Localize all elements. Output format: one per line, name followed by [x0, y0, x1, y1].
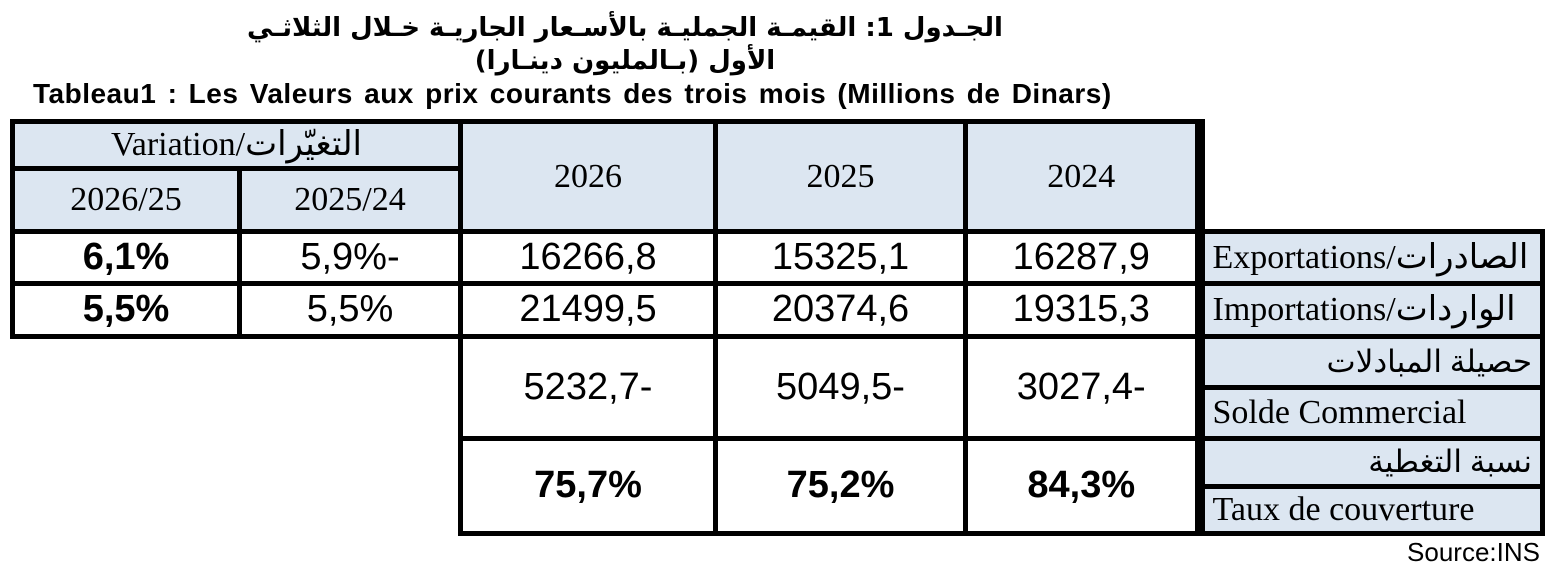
empty-region-bottom-left	[12, 336, 461, 534]
row-label-exportations: Exportations/الصادرات	[1194, 229, 1545, 286]
year-header-2026: 2026	[458, 119, 718, 234]
importations-value-2024: 19315,3	[963, 281, 1205, 339]
row-label-solde-arabic: حصيلة المبادلات	[1194, 334, 1545, 390]
trade-values-table: Variation/التغيّرات 2026 2025 2024 2026/…	[10, 119, 1545, 536]
exportations-variation-2025-24: 5,9%-	[237, 229, 463, 286]
solde-value-2024: 3027,4-	[963, 334, 1205, 441]
row-solde-commercial-fr: Solde Commercial	[13, 385, 1545, 441]
row-label-taux-french: Taux de couverture	[1194, 484, 1545, 536]
year-header-2024: 2024	[963, 119, 1205, 234]
taux-value-2025: 75,2%	[713, 436, 968, 536]
row-label-solde-french: Solde Commercial	[1194, 385, 1545, 441]
exportations-value-2026: 16266,8	[458, 229, 718, 286]
importations-value-2026: 21499,5	[458, 281, 718, 339]
header-row-variation: Variation/التغيّرات 2026 2025 2024	[10, 119, 1543, 234]
header-row-variation-periods: 2026/25 2025/24	[10, 166, 1543, 234]
row-taux-couverture-ar: 75,7% 75,2% 84,3% نسبة التغطية	[13, 436, 1545, 536]
solde-value-2025: 5049,5-	[713, 334, 968, 441]
empty-region-top-right	[1199, 121, 1543, 232]
arabic-title: الجـدول 1: القيمـة الجمليـة بالأسـعار ال…	[247, 13, 1003, 76]
row-importations: 5,5% 5,5% 21499,5 20374,6 19315,3 Import…	[10, 281, 1545, 339]
row-taux-couverture-fr: Taux de couverture	[13, 484, 1545, 536]
source-note: Source:INS	[1407, 537, 1540, 567]
exportations-variation-2026-25: 6,1%	[10, 229, 242, 286]
variation-col-header-2025-24: 2025/24	[237, 166, 463, 234]
row-exportations: 6,1% 5,9%- 16266,8 15325,1 16287,9 Expor…	[10, 229, 1545, 286]
variation-col-header-2026-25: 2026/25	[10, 166, 242, 234]
solde-value-2026: 5232,7-	[458, 334, 718, 441]
exportations-value-2024: 16287,9	[963, 229, 1205, 286]
row-solde-commercial-ar: 5232,7- 5049,5- 3027,4- حصيلة المبادلات	[12, 334, 1545, 534]
taux-value-2026: 75,7%	[458, 436, 718, 536]
row-label-importations: Importations/الواردات	[1194, 281, 1545, 339]
exportations-value-2025: 15325,1	[713, 229, 968, 286]
row-label-taux-arabic: نسبة التغطية	[1194, 436, 1545, 489]
french-title: Tableau1 : Les Valeurs aux prix courants…	[33, 78, 1112, 109]
variation-group-header-cell: Variation/التغيّرات	[10, 119, 463, 171]
year-header-2025: 2025	[713, 119, 968, 234]
taux-value-2024: 84,3%	[963, 436, 1205, 536]
importations-value-2025: 20374,6	[713, 281, 968, 339]
importations-variation-2025-24: 5,5%	[237, 281, 463, 339]
importations-variation-2026-25: 5,5%	[10, 281, 242, 339]
